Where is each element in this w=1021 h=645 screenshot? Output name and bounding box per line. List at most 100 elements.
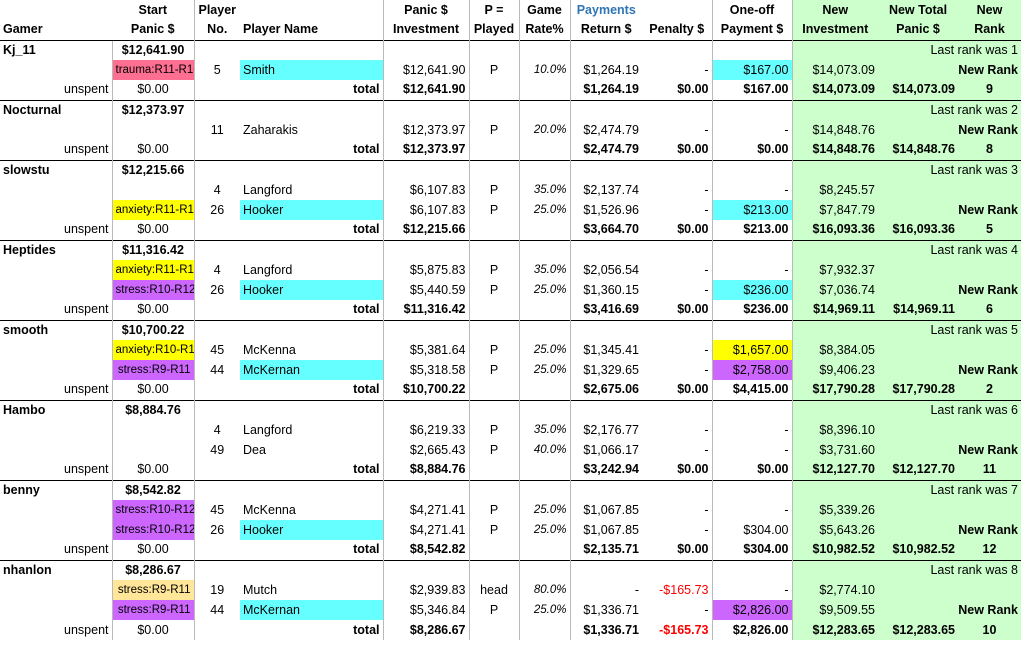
- new-investment-cell[interactable]: $3,731.60: [791, 440, 878, 460]
- new-investment-cell[interactable]: $14,073.09: [791, 60, 878, 80]
- table-cell[interactable]: [193, 80, 240, 100]
- total-investment[interactable]: $12,215.66: [382, 220, 469, 240]
- table-cell[interactable]: [791, 399, 878, 420]
- player-name[interactable]: McKernan: [240, 600, 383, 620]
- player-number[interactable]: 44: [193, 360, 240, 380]
- player-name[interactable]: Mutch: [243, 582, 278, 597]
- table-cell[interactable]: [791, 159, 878, 180]
- total-new-investment[interactable]: $16,093.36: [791, 220, 878, 240]
- stat-tag[interactable]: anxiety:R11-R12: [111, 260, 194, 280]
- return-cell[interactable]: $2,474.79: [569, 120, 642, 140]
- unspent-label[interactable]: unspent: [64, 462, 109, 477]
- table-cell[interactable]: [711, 479, 792, 500]
- new-investment-cell[interactable]: $5,339.26: [791, 500, 878, 520]
- table-cell[interactable]: [0, 180, 112, 200]
- start-panic-cell[interactable]: $8,542.82: [111, 479, 194, 500]
- new-investment-cell[interactable]: $9,509.55: [791, 600, 878, 620]
- rate-cell[interactable]: 80.0%: [518, 580, 570, 600]
- payment-cell[interactable]: $167.00: [711, 60, 792, 80]
- new-rank-value[interactable]: 6: [958, 300, 1021, 320]
- unspent-label[interactable]: unspent: [64, 542, 109, 557]
- penalty-cell[interactable]: -: [704, 182, 709, 197]
- start-panic-cell[interactable]: $12,373.97: [111, 99, 194, 120]
- unspent-label[interactable]: unspent: [64, 302, 109, 317]
- return-cell[interactable]: $1,067.85: [569, 500, 642, 520]
- stat-tag[interactable]: [111, 440, 194, 460]
- table-cell[interactable]: [518, 399, 570, 420]
- return-cell[interactable]: $1,329.65: [569, 360, 642, 380]
- total-new-investment[interactable]: $10,982.52: [791, 540, 878, 560]
- player-name[interactable]: Hooker: [240, 280, 383, 300]
- player-number[interactable]: 26: [193, 200, 240, 220]
- table-cell[interactable]: [240, 39, 383, 60]
- payment-cell[interactable]: -: [711, 120, 792, 140]
- total-return[interactable]: $1,336.71: [569, 620, 642, 640]
- penalty-cell[interactable]: -: [704, 122, 709, 137]
- total-new-investment[interactable]: $14,073.09: [791, 80, 878, 100]
- table-cell[interactable]: [382, 399, 469, 420]
- table-cell[interactable]: [518, 39, 570, 60]
- table-cell[interactable]: [193, 399, 240, 420]
- table-cell[interactable]: [193, 300, 240, 320]
- unspent-value[interactable]: $0.00: [111, 220, 194, 240]
- total-return[interactable]: $2,675.06: [569, 380, 642, 400]
- table-cell[interactable]: [468, 540, 519, 560]
- investment-cell[interactable]: $12,373.97: [382, 120, 469, 140]
- return-cell[interactable]: $1,264.19: [569, 60, 642, 80]
- total-penalty[interactable]: $0.00: [677, 302, 709, 317]
- start-panic-cell[interactable]: $11,316.42: [111, 239, 194, 260]
- new-investment-cell[interactable]: $9,406.23: [791, 360, 878, 380]
- table-cell[interactable]: [642, 399, 712, 420]
- table-cell[interactable]: [193, 159, 240, 180]
- total-label[interactable]: total: [353, 302, 380, 317]
- penalty-cell[interactable]: -: [704, 262, 709, 277]
- stat-tag[interactable]: [111, 180, 194, 200]
- table-cell[interactable]: [193, 479, 240, 500]
- player-number[interactable]: 49: [193, 440, 240, 460]
- played-cell[interactable]: P: [468, 120, 519, 140]
- player-number[interactable]: 4: [193, 260, 240, 280]
- table-cell[interactable]: [642, 159, 712, 180]
- player-name[interactable]: McKenna: [243, 342, 296, 357]
- table-cell[interactable]: [0, 120, 112, 140]
- return-cell[interactable]: -: [569, 580, 642, 600]
- player-name[interactable]: Langford: [243, 182, 293, 197]
- total-investment[interactable]: $12,641.90: [382, 80, 469, 100]
- stat-tag[interactable]: anxiety:R10-R11: [111, 340, 194, 360]
- last-rank-label[interactable]: Last rank was 2: [878, 99, 1021, 120]
- penalty-cell[interactable]: -: [704, 602, 709, 617]
- start-panic-cell[interactable]: $12,641.90: [111, 39, 194, 60]
- table-cell[interactable]: [791, 559, 878, 580]
- table-cell[interactable]: [193, 559, 240, 580]
- unspent-value[interactable]: $0.00: [111, 300, 194, 320]
- table-cell[interactable]: [0, 360, 112, 380]
- table-cell[interactable]: [240, 559, 383, 580]
- player-number[interactable]: 4: [193, 180, 240, 200]
- new-total-panic[interactable]: $14,848.76: [878, 140, 958, 160]
- total-return[interactable]: $3,664.70: [569, 220, 642, 240]
- unspent-value[interactable]: $0.00: [111, 620, 194, 640]
- new-total-panic[interactable]: $12,283.65: [878, 620, 958, 640]
- table-cell[interactable]: [193, 220, 240, 240]
- last-rank-label[interactable]: Last rank was 1: [878, 39, 1021, 60]
- table-cell[interactable]: [240, 399, 383, 420]
- new-rank-label[interactable]: New Rank: [878, 200, 1021, 220]
- stat-tag[interactable]: stress:R9-R11: [111, 580, 194, 600]
- table-cell[interactable]: [193, 39, 240, 60]
- stat-tag[interactable]: [111, 420, 194, 440]
- investment-cell[interactable]: $5,875.83: [382, 260, 469, 280]
- investment-cell[interactable]: $2,939.83: [382, 580, 469, 600]
- table-cell[interactable]: [0, 600, 112, 620]
- unspent-value[interactable]: $0.00: [111, 80, 194, 100]
- new-rank-label[interactable]: New Rank: [878, 280, 1021, 300]
- return-cell[interactable]: $1,066.17: [569, 440, 642, 460]
- investment-cell[interactable]: $12,641.90: [382, 60, 469, 80]
- last-rank-label[interactable]: Last rank was 3: [878, 159, 1021, 180]
- new-rank-value[interactable]: 5: [958, 220, 1021, 240]
- player-name[interactable]: McKenna: [243, 502, 296, 517]
- stat-tag[interactable]: stress:R9-R11: [111, 360, 194, 380]
- total-label[interactable]: total: [353, 82, 380, 97]
- return-cell[interactable]: $1,360.15: [569, 280, 642, 300]
- table-cell[interactable]: [240, 319, 383, 340]
- total-payment[interactable]: $4,415.00: [711, 380, 792, 400]
